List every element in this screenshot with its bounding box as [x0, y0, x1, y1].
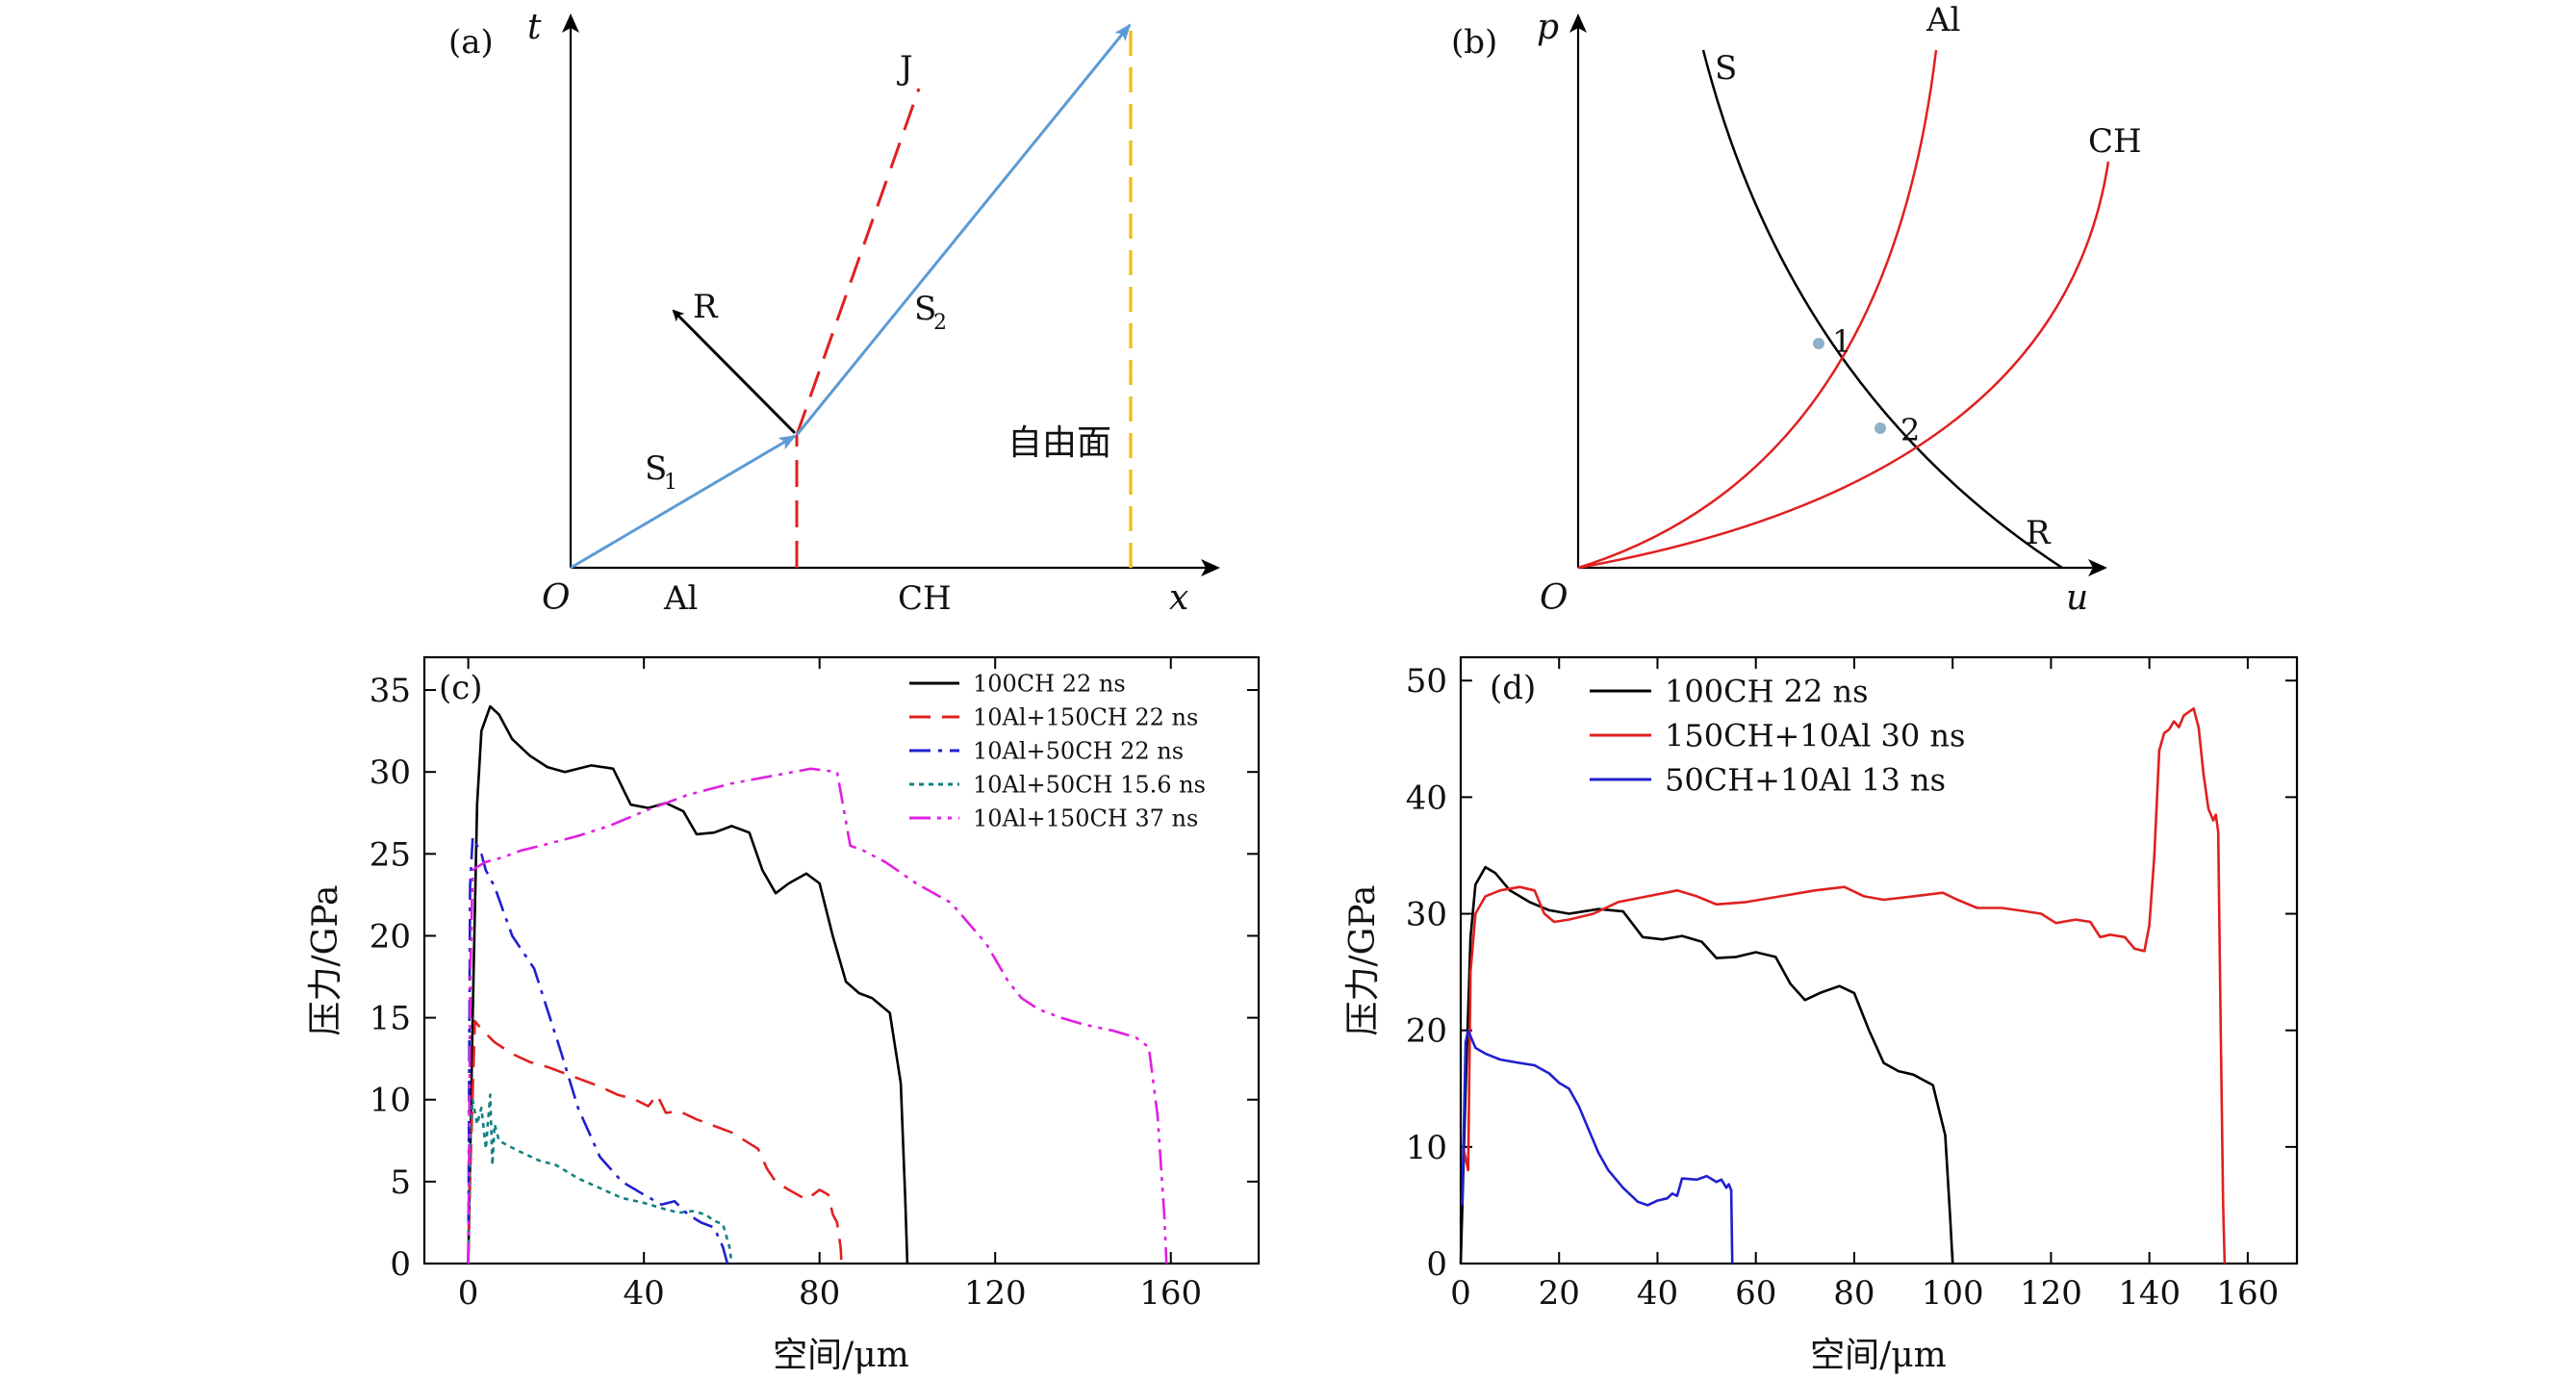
panel-a-region-ch: CH	[898, 579, 952, 618]
panel-a-t-axis-arrowhead	[562, 13, 579, 33]
y-tick-label: 25	[370, 835, 411, 874]
legend-entry-label: 150CH+10Al 30 ns	[1665, 718, 1965, 754]
panel-c-x-axis-title: 空间/μm	[773, 1336, 909, 1375]
panel-b-point-1-marker	[1813, 338, 1824, 349]
x-tick-label: 160	[1139, 1274, 1202, 1313]
panel-b-CH-label: CH	[2088, 122, 2142, 161]
panel-b-R-label: R	[2026, 514, 2052, 552]
panel-c-axes: 0 40 80 120 160 0 5 10 15 20 25 30 35	[370, 657, 1259, 1313]
legend-entry-label: 10Al+50CH 22 ns	[973, 738, 1184, 765]
y-tick-label: 10	[1406, 1129, 1447, 1167]
panel-b-u-label: u	[2066, 578, 2088, 618]
panel-b-Al-hugoniot	[1577, 49, 1938, 570]
panel-b-Al-label: Al	[1926, 1, 1960, 39]
panel-c-label: (c)	[439, 669, 483, 707]
x-tick-label: 100	[1922, 1274, 1984, 1313]
panel-b-CH-hugoniot	[1577, 161, 2110, 570]
panel-d-series-group	[1459, 706, 2227, 1264]
panel-a-region-al: Al	[663, 579, 698, 618]
legend-entry-label: 50CH+10Al 13 ns	[1665, 762, 1946, 799]
series-line-3	[467, 835, 729, 1264]
y-tick-label: 20	[370, 917, 411, 956]
panel-a-origin: O	[542, 578, 571, 618]
x-tick-label: 80	[1833, 1274, 1875, 1313]
series-line-2	[1462, 706, 2227, 1264]
panel-b-S-label: S	[1715, 49, 1737, 88]
panel-c-series-group	[467, 704, 1168, 1264]
panel-a-S1-label: S	[645, 449, 667, 488]
panel-d-chart: (d) 0 20 40 60 80 100 120 140 160 0 10 20 30 40 50 100…	[1343, 655, 2299, 1375]
panel-a-S2-label: S	[914, 290, 936, 328]
panel-b-label: (b)	[1451, 23, 1497, 62]
legend-entry-label: 10Al+50CH 15.6 ns	[973, 772, 1206, 799]
x-tick-label: 80	[799, 1274, 840, 1313]
panel-b-point-2-label: 2	[1900, 412, 1920, 448]
panel-b: (b) p u O S R Al CH 1 2	[1451, 1, 2142, 618]
y-tick-label: 30	[1406, 896, 1447, 934]
x-tick-label: 120	[964, 1274, 1027, 1313]
panel-c-plot-frame	[422, 655, 1261, 1265]
panel-d-y-axis-title: 压力/GPa	[1343, 885, 1383, 1036]
x-tick-label: 120	[2020, 1274, 2082, 1313]
series-line-3	[1461, 1029, 1734, 1264]
series-line-4	[467, 1093, 733, 1264]
panel-b-u-axis-arrowhead	[2088, 559, 2107, 576]
panel-a-S1-subscript: 1	[664, 471, 677, 495]
panel-b-SR-curve	[1701, 49, 2063, 570]
y-tick-label: 50	[1406, 662, 1447, 701]
x-tick-label: 0	[458, 1274, 479, 1313]
x-tick-label: 160	[2216, 1274, 2279, 1313]
panel-a-t-label: t	[527, 8, 542, 47]
panel-b-p-axis-arrowhead	[1569, 13, 1587, 33]
panel-a: (a) t x O Al CH R J S 1 S 2 自由面	[448, 8, 1220, 618]
x-tick-label: 20	[1539, 1274, 1580, 1313]
panel-b-point-2-marker	[1875, 422, 1886, 434]
x-tick-label: 40	[1637, 1274, 1678, 1313]
series-line-1	[1459, 865, 1954, 1264]
panel-b-origin: O	[1540, 578, 1569, 618]
legend-entry-label: 100CH 22 ns	[973, 671, 1126, 698]
panel-c-chart: (c) 0 40 80 120 160 0 5 10 15 20 25 30 35 100CH 22 n…	[306, 655, 1261, 1375]
series-line-2	[467, 1019, 843, 1264]
panel-a-label: (a)	[448, 23, 494, 62]
y-tick-label: 35	[370, 672, 411, 710]
panel-d-x-axis-title: 空间/μm	[1810, 1336, 1947, 1375]
y-tick-label: 0	[1426, 1245, 1447, 1284]
panel-a-shock-S1	[570, 434, 797, 570]
panel-a-R-label: R	[693, 288, 719, 326]
panel-a-x-axis-arrowhead	[1201, 559, 1220, 576]
y-tick-label: 5	[390, 1163, 411, 1202]
legend-entry-label: 100CH 22 ns	[1665, 674, 1869, 710]
panel-b-p-label: p	[1537, 8, 1559, 47]
y-tick-label: 20	[1406, 1012, 1447, 1051]
panel-a-S2-subscript: 2	[933, 311, 947, 335]
panel-a-interface-J	[795, 88, 921, 436]
panel-d-legend: 100CH 22 ns 150CH+10Al 30 ns 50CH+10Al 13 …	[1590, 674, 1965, 799]
x-tick-label: 0	[1450, 1274, 1471, 1313]
x-tick-label: 60	[1735, 1274, 1776, 1313]
panel-a-free-surface-label: 自由面	[1007, 423, 1111, 463]
legend-entry-label: 10Al+150CH 22 ns	[973, 704, 1198, 731]
panel-a-x-label: x	[1169, 578, 1188, 618]
panel-d-axes: 0 20 40 60 80 100 120 140 160 0 10 20 30 40 50	[1406, 657, 2297, 1313]
y-tick-label: 10	[370, 1082, 411, 1120]
series-line-1	[467, 704, 909, 1264]
panel-a-J-label: J	[897, 49, 913, 88]
y-tick-label: 30	[370, 753, 411, 792]
panel-a-rarefaction-R	[672, 309, 797, 435]
x-tick-label: 40	[624, 1274, 665, 1313]
panel-b-point-1-label: 1	[1832, 323, 1851, 360]
series-line-5	[467, 767, 1168, 1264]
legend-entry-label: 10Al+150CH 37 ns	[973, 805, 1198, 832]
y-tick-label: 0	[390, 1245, 411, 1284]
panel-d-plot-frame	[1459, 655, 2299, 1265]
panel-c-y-axis-title: 压力/GPa	[306, 885, 345, 1036]
y-tick-label: 15	[370, 1000, 411, 1038]
panel-c-legend: 100CH 22 ns 10Al+150CH 22 ns 10Al+50CH 22 …	[909, 671, 1206, 832]
panel-a-shock-S2	[795, 23, 1132, 436]
y-tick-label: 40	[1406, 779, 1447, 817]
x-tick-label: 140	[2118, 1274, 2181, 1313]
panel-d-label: (d)	[1490, 669, 1536, 707]
